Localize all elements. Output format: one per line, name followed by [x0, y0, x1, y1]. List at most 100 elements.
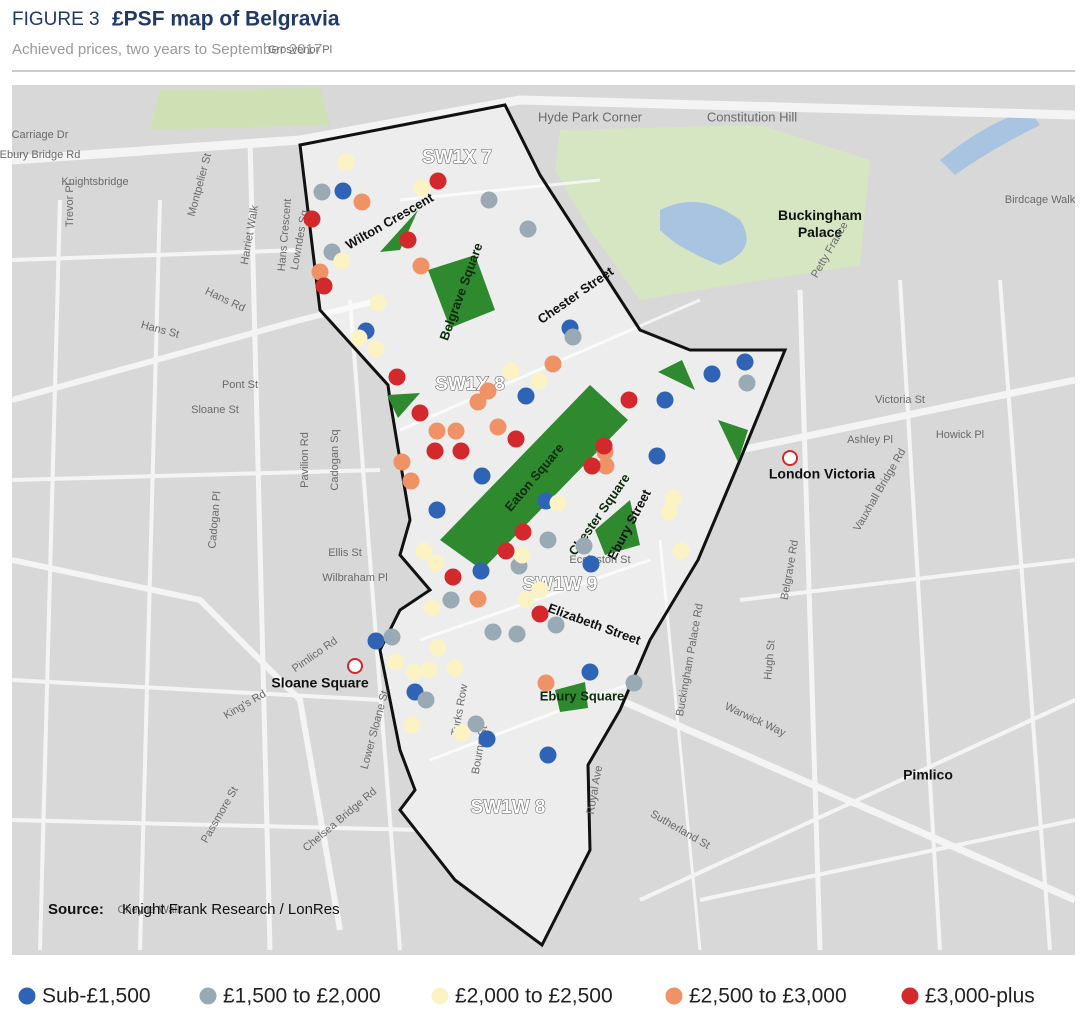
- sale-point: [539, 531, 557, 549]
- sale-points: [303, 153, 756, 764]
- sale-point: [402, 472, 420, 490]
- sale-point: [303, 210, 321, 228]
- sale-point: [564, 328, 582, 346]
- legend-label: £3,000-plus: [925, 985, 1035, 1008]
- sale-point: [508, 625, 526, 643]
- title: £PSF map of Belgravia: [112, 8, 340, 31]
- sale-point: [353, 193, 371, 211]
- minor-street-label: Hugh St: [762, 640, 777, 681]
- place-label: Sloane Square: [271, 675, 368, 691]
- sale-point: [447, 422, 465, 440]
- legend-swatch: [199, 987, 217, 1005]
- minor-street-label: Cheyne Walk: [117, 904, 183, 916]
- park: [718, 420, 748, 462]
- legend-label: £2,000 to £2,500: [455, 985, 613, 1008]
- legend-swatch: [18, 987, 36, 1005]
- sale-point: [367, 340, 385, 358]
- sale-point: [337, 153, 355, 171]
- sale-point: [660, 503, 678, 521]
- sale-point: [672, 542, 690, 560]
- sale-point: [703, 365, 721, 383]
- sale-point: [369, 294, 387, 312]
- sale-point: [388, 368, 406, 386]
- tube-icon: [347, 658, 363, 674]
- place-label: Pimlico: [903, 767, 953, 783]
- sale-point: [429, 172, 447, 190]
- legend-swatch: [665, 987, 683, 1005]
- district-label: SW1W 8: [471, 797, 546, 818]
- sale-point: [417, 691, 435, 709]
- sale-point: [313, 183, 331, 201]
- sale-point: [530, 372, 548, 390]
- minor-street-label: Ashley Pl: [847, 434, 893, 446]
- sale-point: [519, 220, 537, 238]
- sale-point: [625, 674, 643, 692]
- sale-point: [597, 457, 615, 475]
- minor-street-label: Cadogan Pl: [206, 491, 223, 549]
- minor-street-label: Birdcage Walk: [1005, 194, 1076, 206]
- sale-point: [415, 542, 433, 560]
- sale-point: [738, 374, 756, 392]
- sale-point: [469, 393, 487, 411]
- tube-icon: [782, 450, 798, 466]
- sale-point: [582, 555, 600, 573]
- sale-point: [575, 537, 593, 555]
- lake: [660, 202, 747, 265]
- sale-point: [544, 355, 562, 373]
- minor-street-label: Cadogan Sq: [329, 429, 341, 490]
- place-label: Buckingham Palace: [778, 207, 862, 240]
- legend: Sub-£1,500 £1,500 to £2,000 £2,000 to £2,5…: [18, 985, 1035, 1008]
- sale-point: [429, 639, 447, 657]
- sale-point: [472, 562, 490, 580]
- park-label: Ebury Square: [540, 688, 625, 703]
- legend-label: Sub-£1,500: [42, 985, 151, 1008]
- minor-street-label: Knightsbridge: [61, 176, 128, 188]
- sale-point: [413, 179, 431, 197]
- sale-point: [656, 391, 674, 409]
- sale-point: [531, 581, 549, 599]
- minor-street-label: Pavilion Rd: [299, 432, 311, 488]
- sale-point: [595, 437, 613, 455]
- sale-point: [405, 663, 423, 681]
- sale-point: [473, 467, 491, 485]
- minor-street-label: Sloane St: [191, 404, 239, 416]
- sale-point: [736, 353, 754, 371]
- sale-point: [311, 263, 329, 281]
- lake: [940, 110, 1040, 175]
- map: [11, 85, 1077, 955]
- sale-point: [478, 730, 496, 748]
- district-label: SW1X 7: [422, 147, 492, 168]
- sale-point: [315, 277, 333, 295]
- minor-street-label: Pont St: [222, 379, 258, 391]
- sale-point: [367, 632, 385, 650]
- sale-point: [537, 674, 555, 692]
- park: [658, 360, 695, 390]
- sale-point: [489, 418, 507, 436]
- minor-street-label: Trevor Pl: [64, 183, 76, 227]
- sale-point: [469, 590, 487, 608]
- sale-point: [484, 623, 502, 641]
- sale-point: [583, 457, 601, 475]
- place-label: Constitution Hill: [707, 109, 797, 124]
- sale-point: [333, 252, 351, 270]
- sale-point: [517, 387, 535, 405]
- source-text: Knight Frank Research / LonRes: [122, 901, 340, 918]
- sale-point: [446, 659, 464, 677]
- roads: [11, 95, 1077, 951]
- sale-point: [350, 329, 368, 347]
- sale-point: [411, 404, 429, 422]
- minor-street-label: Ebury Bridge Rd: [0, 149, 80, 161]
- sale-point: [502, 362, 520, 380]
- park: [428, 255, 495, 328]
- sale-point: [423, 599, 441, 617]
- subtitle: Achieved prices, two years to September …: [12, 41, 322, 58]
- sale-point: [452, 442, 470, 460]
- legend-label: £2,500 to £3,000: [689, 985, 847, 1008]
- minor-street-label: Grosvenor Pl: [268, 44, 332, 56]
- sale-point: [620, 391, 638, 409]
- minor-street-label: Howick Pl: [936, 429, 984, 441]
- sale-point: [467, 715, 485, 733]
- minor-street-label: Ellis St: [328, 547, 362, 559]
- sale-point: [403, 716, 421, 734]
